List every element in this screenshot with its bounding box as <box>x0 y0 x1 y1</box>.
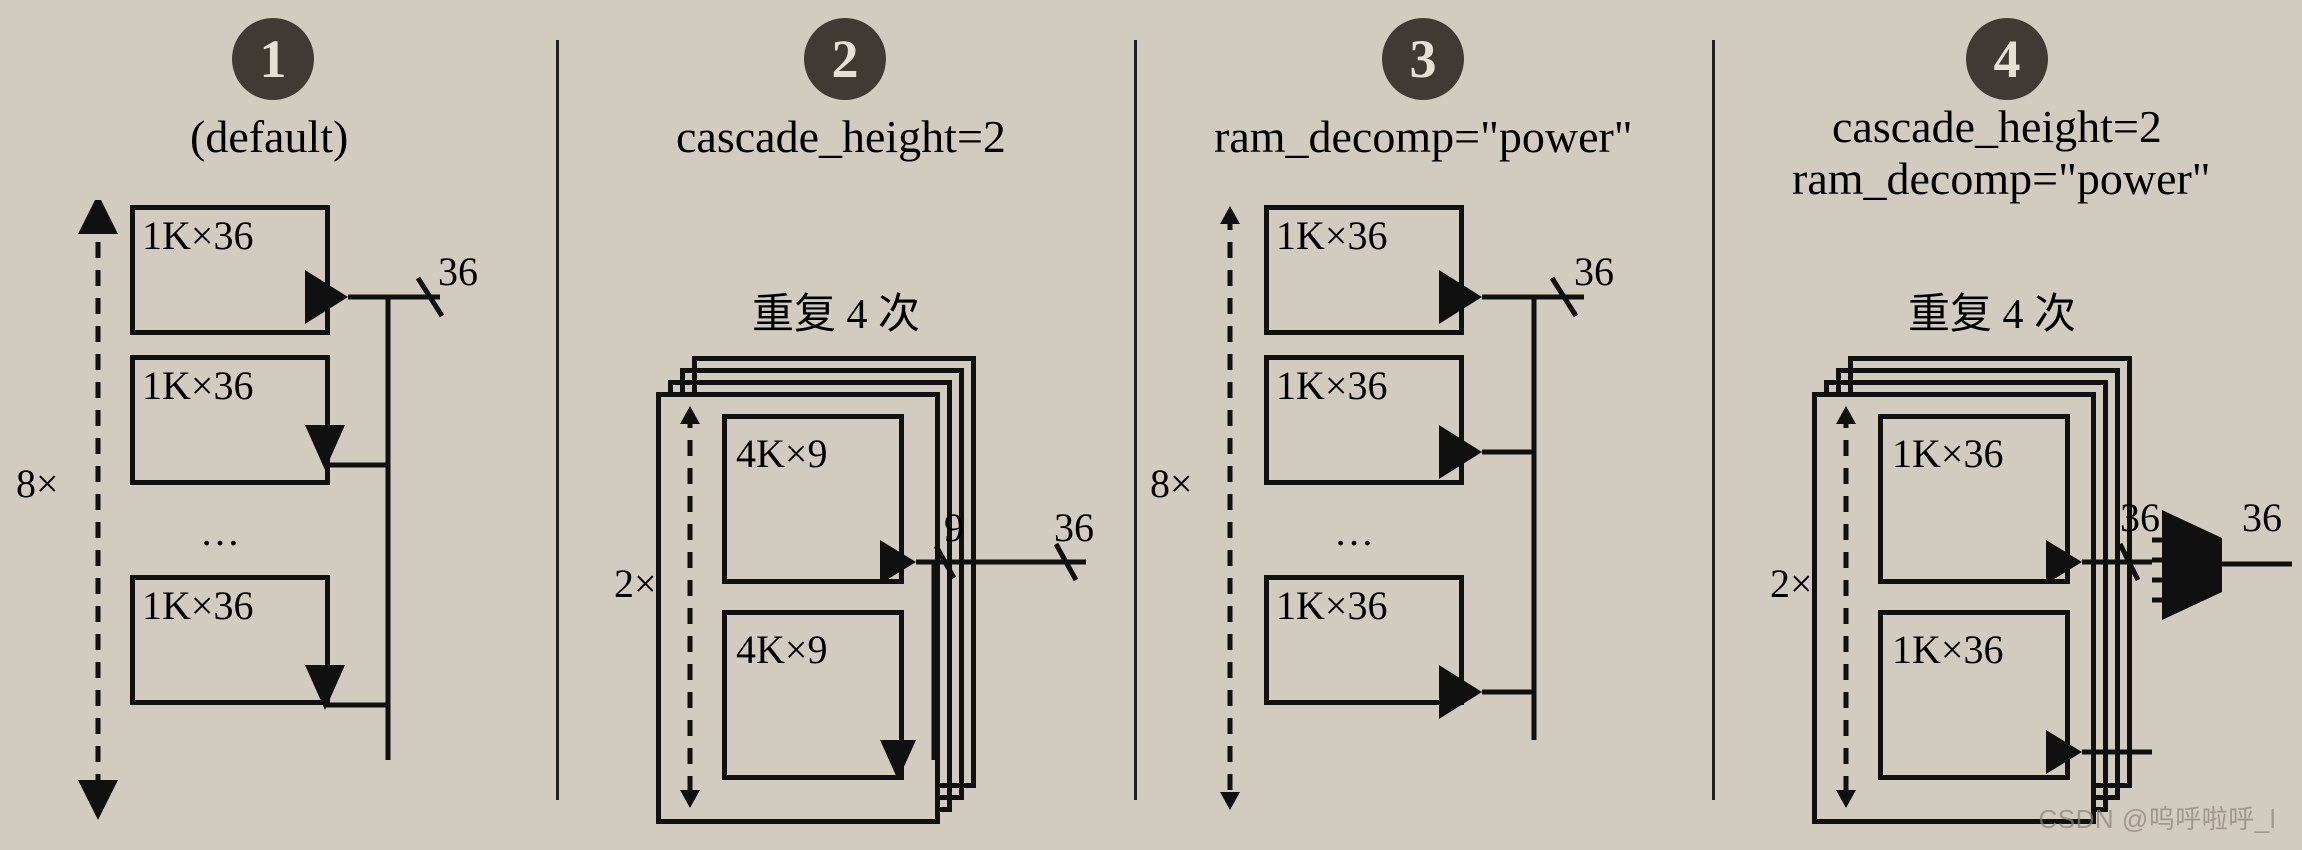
depth-mult-label: 8× <box>1150 460 1193 507</box>
bus-width-label: 36 <box>1574 248 1614 295</box>
repeat-label: 重复 4 次 <box>1908 280 2076 341</box>
bus-width-label: 9 <box>944 504 964 551</box>
bus-width-out-label: 36 <box>2242 494 2282 541</box>
depth-mult-label: 2× <box>1770 560 1813 607</box>
depth-mult-label: 8× <box>16 460 59 507</box>
ellipsis: … <box>1334 508 1380 555</box>
panel-badge: 4 <box>1966 18 2048 100</box>
ellipsis: … <box>200 508 246 555</box>
panel-title: cascade_height=2 <box>676 110 1006 163</box>
ram-block-label: 1K×36 <box>142 212 253 259</box>
panel-badge: 2 <box>804 18 886 100</box>
ram-block-label: 1K×36 <box>142 582 253 629</box>
panel-2: 2 cascade_height=2 重复 4 次 2× 4K×9 4K×9 <box>556 0 1134 850</box>
bus-width-out-label: 36 <box>1054 504 1094 551</box>
ram-block-label: 1K×36 <box>1276 582 1387 629</box>
panel-3: 3 ram_decomp="power" 8× 1K×36 1K×36 … 1K… <box>1134 0 1712 850</box>
ram-block-label: 1K×36 <box>1276 362 1387 409</box>
panel-subtitle: ram_decomp="power" <box>1792 152 2211 205</box>
output-net <box>300 200 520 820</box>
ram-block-label: 4K×9 <box>736 626 827 673</box>
depth-mult-label: 2× <box>614 560 657 607</box>
output-mux-net <box>1434 200 1674 820</box>
output-net <box>876 400 1136 840</box>
ram-block-label: 1K×36 <box>1276 212 1387 259</box>
output-mux-net <box>2042 400 2302 840</box>
panel-1: 1 (default) 8× 1K×36 1K×36 … 1K×36 <box>0 0 556 850</box>
diagram-page: 1 (default) 8× 1K×36 1K×36 … 1K×36 <box>0 0 2302 850</box>
repeat-label: 重复 4 次 <box>752 280 920 341</box>
panel-badge: 1 <box>232 18 314 100</box>
bus-width-label: 36 <box>2120 494 2160 541</box>
ram-block-label: 1K×36 <box>1892 430 2003 477</box>
panel-title: cascade_height=2 <box>1832 100 2162 153</box>
watermark: CSDN @呜呼啦呼_l <box>2038 799 2276 836</box>
panel-badge: 3 <box>1382 18 1464 100</box>
ram-block-label: 4K×9 <box>736 430 827 477</box>
panel-title: ram_decomp="power" <box>1214 110 1633 163</box>
panel-title: (default) <box>190 110 348 163</box>
ram-block-label: 1K×36 <box>1892 626 2003 673</box>
ram-block-label: 1K×36 <box>142 362 253 409</box>
panel-4: 4 cascade_height=2 ram_decomp="power" 重复… <box>1712 0 2302 850</box>
bus-width-label: 36 <box>438 248 478 295</box>
